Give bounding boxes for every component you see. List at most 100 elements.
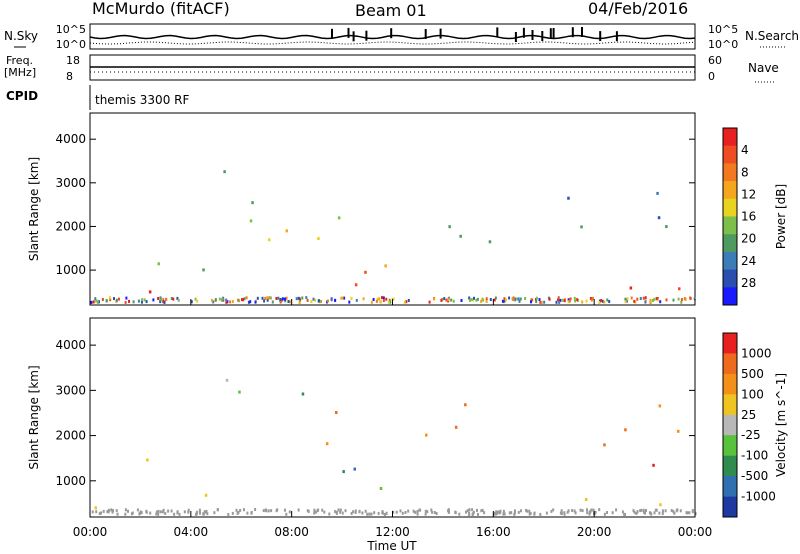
- ground-cell: [642, 508, 645, 512]
- ground-cell: [502, 512, 505, 516]
- ground-cell: [615, 508, 618, 512]
- ground-cell: [167, 509, 170, 513]
- ground-cell: [518, 299, 521, 303]
- ground-cell: [141, 300, 143, 304]
- ground-cell: [392, 297, 395, 301]
- ground-cell: [567, 509, 570, 513]
- ground-cell: [214, 298, 217, 302]
- range-cell: [454, 425, 458, 429]
- ground-cell: [297, 296, 300, 300]
- ground-cell: [440, 298, 443, 302]
- ground-cell: [433, 297, 436, 301]
- ground-cell: [568, 299, 571, 303]
- y-tick-label: 2000: [55, 429, 86, 443]
- range-cell: [342, 470, 345, 474]
- ground-cell: [298, 297, 301, 301]
- range-cell: [379, 487, 383, 490]
- ground-cell: [539, 300, 542, 304]
- ground-cell: [545, 511, 548, 515]
- ground-cell: [644, 511, 646, 515]
- colorbar-label: Power [dB]: [774, 184, 788, 249]
- colorbar-swatch: [723, 269, 737, 288]
- ground-cell: [275, 297, 278, 300]
- range-cell: [202, 268, 205, 272]
- ground-cell: [416, 510, 419, 513]
- y-tick-label: 2000: [55, 220, 86, 234]
- ground-cell: [664, 509, 667, 513]
- ground-cell: [195, 512, 197, 516]
- ground-cell: [381, 510, 384, 514]
- ground-cell: [246, 511, 249, 515]
- ground-cell: [649, 511, 652, 515]
- ground-cell: [529, 511, 532, 515]
- ground-cell: [592, 508, 595, 512]
- ground-cell: [508, 511, 511, 515]
- ground-cell: [458, 512, 461, 516]
- nave-label: Nave: [748, 61, 779, 75]
- ground-cell: [533, 512, 536, 516]
- noise-search-line: [89, 41, 696, 45]
- ground-cell: [517, 510, 520, 514]
- ground-cell: [225, 300, 228, 304]
- ground-cell: [392, 510, 395, 514]
- colorbar-tick-label: 4: [741, 143, 749, 157]
- ground-cell: [243, 297, 246, 301]
- ground-cell: [326, 299, 329, 303]
- ground-cell: [589, 510, 591, 514]
- ground-cell: [586, 508, 588, 512]
- ground-cell: [452, 299, 455, 303]
- ground-cell: [210, 298, 213, 302]
- ground-cell: [606, 511, 608, 514]
- ground-cell: [592, 296, 594, 300]
- ground-cell: [239, 508, 242, 512]
- ground-cell: [430, 508, 433, 512]
- ground-cell: [485, 300, 488, 303]
- ground-cell: [686, 511, 689, 515]
- ground-cell: [405, 300, 408, 304]
- ground-cell: [335, 510, 338, 514]
- ground-cell: [105, 299, 108, 303]
- ground-cell: [149, 511, 152, 515]
- ground-cell: [241, 298, 243, 302]
- noise-sky-line: [89, 34, 696, 40]
- ground-cell: [164, 512, 167, 515]
- ground-cell: [649, 300, 652, 304]
- ground-cell: [468, 508, 471, 512]
- ground-cell: [470, 298, 473, 301]
- ground-cell: [216, 508, 219, 512]
- colorbar-swatch: [723, 373, 737, 395]
- range-cell: [425, 433, 428, 437]
- ground-cell: [387, 300, 390, 304]
- ground-cell: [289, 300, 291, 304]
- noise-spike: [390, 28, 393, 39]
- range-cell: [567, 196, 570, 200]
- ground-cell: [190, 300, 193, 304]
- ground-cell: [143, 298, 146, 302]
- range-cell: [658, 404, 662, 408]
- range-cell: [677, 429, 680, 433]
- ground-cell: [127, 509, 129, 513]
- ground-cell: [270, 509, 273, 513]
- ground-cell: [651, 299, 654, 302]
- range-cell: [317, 237, 320, 240]
- ground-cell: [196, 510, 198, 514]
- ground-cell: [124, 300, 127, 304]
- ground-cell: [431, 510, 434, 514]
- ground-cell: [116, 512, 119, 516]
- ground-cell: [608, 300, 611, 303]
- ground-cell: [376, 297, 379, 301]
- ground-cell: [636, 297, 639, 301]
- ground-cell: [598, 300, 601, 304]
- ground-cell: [559, 511, 562, 515]
- range-cell: [337, 216, 341, 220]
- ground-cell: [494, 512, 497, 516]
- noise-spike: [571, 27, 574, 38]
- ground-cell: [115, 298, 118, 302]
- ground-cell: [454, 511, 457, 515]
- ground-cell: [624, 513, 626, 516]
- ground-cell: [530, 300, 532, 304]
- ground-cell: [471, 298, 474, 302]
- ground-cell: [334, 510, 337, 514]
- range-cell: [225, 378, 229, 382]
